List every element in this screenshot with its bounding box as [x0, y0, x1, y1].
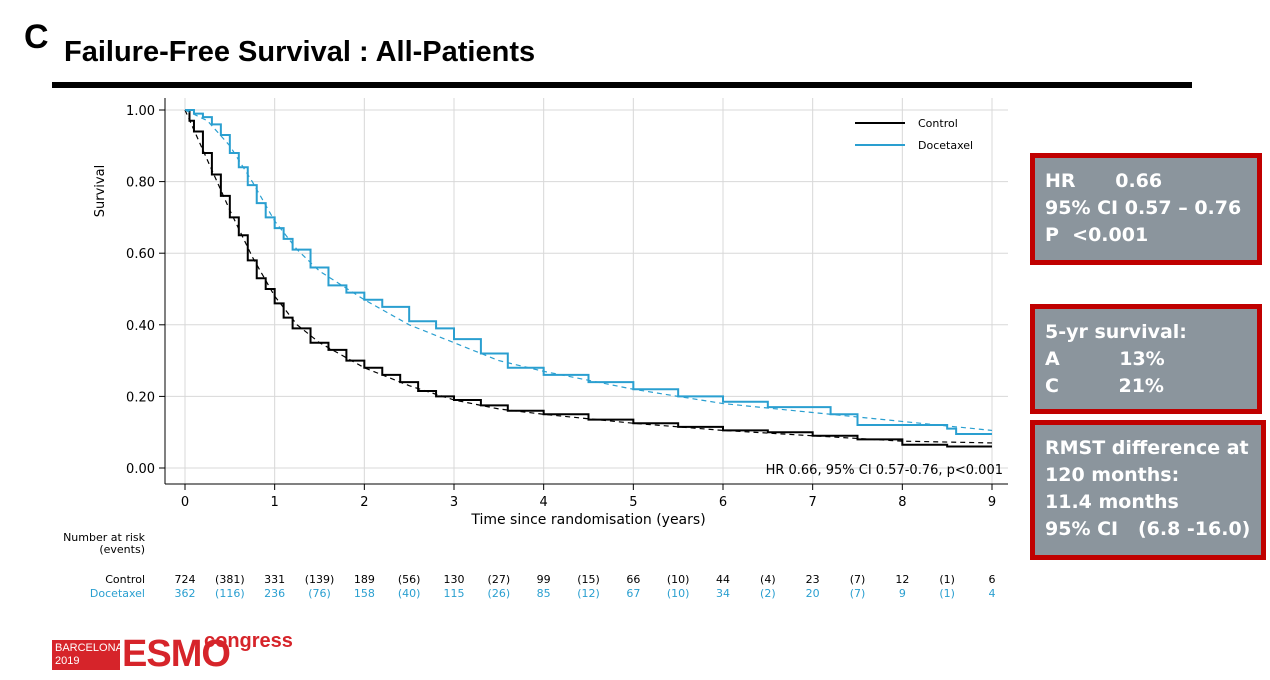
risk-cell: (381) [215, 573, 245, 586]
risk-cell: (4) [760, 573, 776, 586]
risk-table-header: Number at risk [63, 531, 146, 544]
risk-cell: 158 [354, 587, 375, 600]
risk-cell: 362 [175, 587, 196, 600]
risk-cell: (7) [850, 587, 866, 600]
rmst-value: 11.4 months [1045, 491, 1179, 513]
risk-cell: 66 [626, 573, 640, 586]
risk-cell: 44 [716, 573, 730, 586]
risk-cell: 331 [264, 573, 285, 586]
logo-city: BARCELONA [55, 642, 123, 654]
rmst-horizon: 120 months: [1045, 464, 1180, 486]
x-tick-label: 1 [271, 495, 279, 510]
x-tick-label: 5 [629, 495, 637, 510]
risk-cell: 9 [899, 587, 906, 600]
risk-cell: 34 [716, 587, 730, 600]
y-tick-label: 0.20 [126, 390, 155, 405]
y-tick-label: 1.00 [126, 104, 155, 119]
x-tick-label: 9 [988, 495, 996, 510]
legend-label: Control [918, 117, 958, 130]
y-tick-label: 0.40 [126, 319, 155, 334]
risk-row-label: Control [105, 573, 145, 586]
risk-cell: (56) [398, 573, 421, 586]
x-tick-label: 6 [719, 495, 727, 510]
risk-cell: 6 [989, 573, 996, 586]
risk-cell: (1) [939, 587, 955, 600]
y-tick-label: 0.80 [126, 176, 155, 191]
rmst-heading: RMST difference at [1045, 437, 1249, 459]
risk-cell: 20 [806, 587, 820, 600]
logo-year: 2019 [55, 655, 80, 667]
survival-heading: 5-yr survival: [1045, 321, 1187, 343]
fit-line-3 [184, 109, 993, 432]
risk-cell: (10) [667, 573, 690, 586]
risk-cell: (2) [760, 587, 776, 600]
risk-table-subheader: (events) [99, 543, 145, 556]
risk-cell: 115 [444, 587, 465, 600]
km-curve-control [185, 109, 992, 448]
rmst-box: RMST difference at 120 months: 11.4 mont… [1030, 420, 1266, 560]
x-tick-label: 2 [360, 495, 368, 510]
survival-box: 5-yr survival: A 13% C 21% [1030, 304, 1262, 414]
hr-box: HR 0.66 95% CI 0.57 – 0.76 P <0.001 [1030, 153, 1262, 265]
title-rule [52, 82, 1192, 88]
ci-line: 95% CI 0.57 – 0.76 [1045, 197, 1242, 219]
y-tick-label: 0.60 [126, 247, 155, 262]
legend-label: Docetaxel [918, 139, 973, 152]
fit-line-2 [184, 109, 993, 444]
x-tick-label: 7 [809, 495, 817, 510]
risk-cell: 99 [537, 573, 551, 586]
risk-cell: 130 [444, 573, 465, 586]
logo-city-year: BARCELONA 2019 [52, 640, 123, 670]
hr-annotation: HR 0.66, 95% CI 0.57-0.76, p<0.001 [766, 463, 1003, 478]
x-tick-label: 3 [450, 495, 458, 510]
risk-cell: 23 [806, 573, 820, 586]
risk-cell: (7) [850, 573, 866, 586]
panel-letter: C [24, 18, 49, 56]
risk-cell: (10) [667, 587, 690, 600]
risk-cell: 4 [989, 587, 996, 600]
risk-cell: (40) [398, 587, 421, 600]
x-axis-label: Time since randomisation (years) [470, 512, 705, 528]
y-axis-label: Survival [93, 165, 108, 217]
survival-arm-c: C 21% [1045, 375, 1164, 397]
risk-cell: (27) [488, 573, 511, 586]
risk-cell: 724 [175, 573, 196, 586]
x-tick-label: 0 [181, 495, 189, 510]
risk-cell: (139) [305, 573, 335, 586]
survival-arm-a: A 13% [1045, 348, 1165, 370]
risk-cell: 189 [354, 573, 375, 586]
risk-cell: 12 [895, 573, 909, 586]
x-tick-label: 8 [898, 495, 906, 510]
risk-cell: 85 [537, 587, 551, 600]
y-tick-label: 0.00 [126, 462, 155, 477]
risk-cell: (76) [308, 587, 331, 600]
logo-congress-word: congress [204, 630, 293, 652]
slide-title: Failure-Free Survival : All-Patients [64, 36, 536, 68]
risk-cell: (116) [215, 587, 245, 600]
risk-cell: 236 [264, 587, 285, 600]
rmst-ci: 95% CI (6.8 -16.0) [1045, 518, 1251, 540]
hr-line: HR 0.66 [1045, 170, 1163, 192]
risk-cell: (1) [939, 573, 955, 586]
km-curve-docetaxel [185, 109, 992, 435]
risk-cell: (26) [488, 587, 511, 600]
p-line: P <0.001 [1045, 224, 1149, 246]
risk-cell: (12) [577, 587, 600, 600]
logo-brand: ESMO [122, 633, 231, 675]
x-tick-label: 4 [540, 495, 548, 510]
risk-row-label: Docetaxel [90, 587, 145, 600]
risk-cell: 67 [626, 587, 640, 600]
risk-cell: (15) [577, 573, 600, 586]
esmo-logo: BARCELONA 2019 ESMO congress [52, 630, 312, 676]
